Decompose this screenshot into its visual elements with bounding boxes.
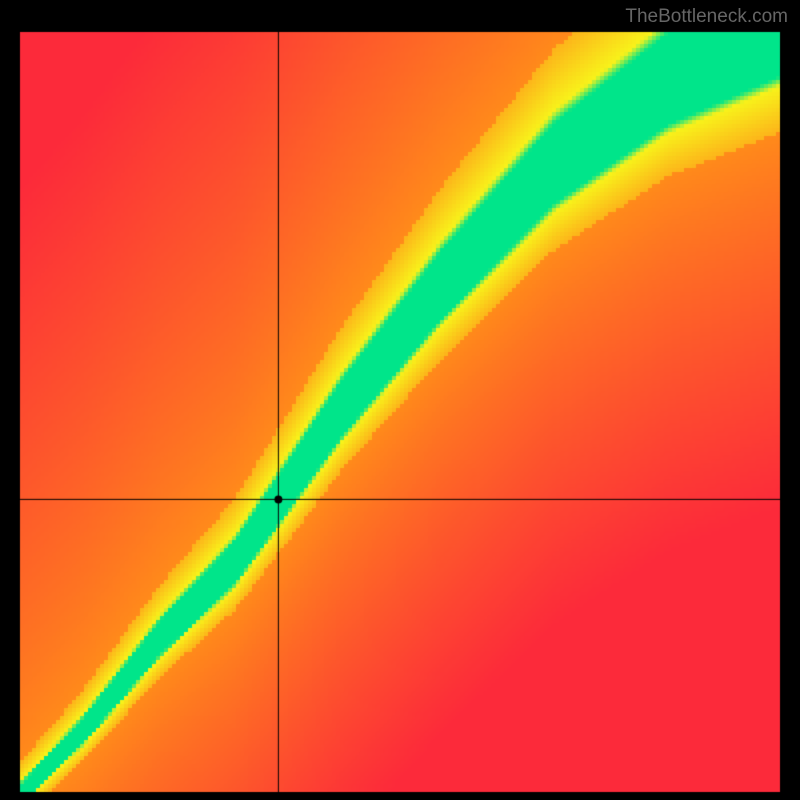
chart-container: TheBottleneck.com (0, 0, 800, 800)
watermark-text: TheBottleneck.com (625, 6, 788, 28)
bottleneck-heatmap (0, 0, 800, 800)
